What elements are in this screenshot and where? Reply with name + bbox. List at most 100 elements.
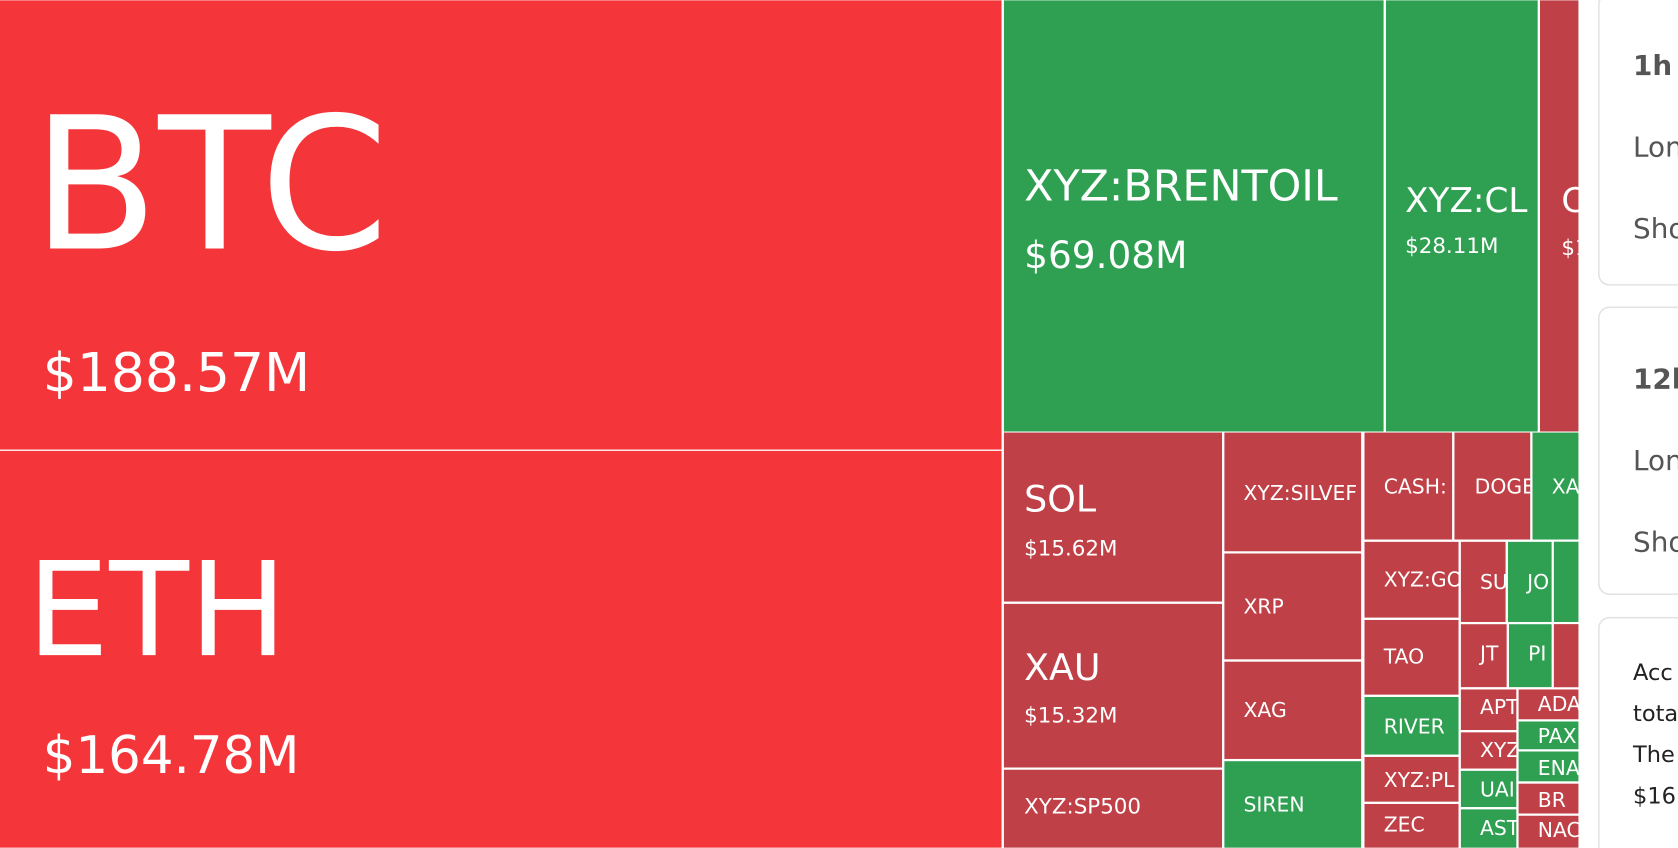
tile[interactable] [1553,624,1579,688]
tile-label: SU [1480,570,1508,594]
tile[interactable]: ETH $164.78M [0,450,1002,848]
tile[interactable]: XYZ:CL $28.11M [1385,0,1538,432]
treemap: BTC $188.57M ETH $164.78M XYZ:BRENTOIL $69.08… [0,0,1589,848]
tile[interactable]: XYZ:SP500 [1003,769,1223,848]
card-line: Lon [1633,130,1678,163]
tile[interactable]: RIVER [1364,696,1459,755]
tile[interactable]: XYZ:GO [1364,541,1463,618]
tile-label: UAI [1480,777,1515,801]
note-line: tota [1633,701,1678,727]
tile-bg [1518,815,1579,848]
tile-label: XYZ:GO [1384,568,1463,592]
tile[interactable]: JT [1460,624,1507,688]
tile[interactable]: XYZ:PL [1364,756,1459,802]
card-line: Sho [1633,212,1678,245]
tile[interactable]: APT [1460,689,1519,731]
tile[interactable]: JO [1507,541,1552,622]
tile[interactable]: ENA [1518,751,1580,782]
tile-bg [1460,541,1506,622]
tile[interactable]: TAO [1364,619,1459,695]
tile-value: $15.62M [1024,537,1117,562]
tile[interactable]: SU [1460,541,1508,622]
tile-label: ADA [1538,692,1581,716]
tile-label: JO [1525,570,1549,594]
note-line: Acc [1633,660,1673,686]
tile-bg [1532,432,1579,540]
side-panel: 1h Lon Sho 12h Lon Sho Acc tota The $16 [1578,0,1678,848]
tile[interactable]: BR [1518,783,1579,814]
tile-bg [1364,619,1459,695]
tile-bg [1507,541,1552,622]
tile[interactable]: C $1 [1539,0,1589,432]
tile-bg [1364,756,1459,802]
card-title: 1h [1633,49,1672,82]
tile[interactable]: SIREN [1224,761,1362,848]
note-line: $16 [1633,783,1676,809]
tile[interactable]: BTC $188.57M [0,0,1002,450]
tile-label: BTC [32,78,388,292]
tile-label: XYZ:PL [1384,768,1455,792]
tile-label: TAO [1383,645,1424,669]
note-line: The [1632,742,1675,768]
tile-bg [0,450,1002,848]
tile-label: BR [1538,788,1566,812]
tile-bg [1508,624,1552,688]
tile-bg [1460,770,1517,808]
tile-bg [1224,553,1362,660]
tile-label: C [1561,181,1585,221]
tile-label: XAG [1244,698,1287,722]
tile-label: CASH: [1384,475,1447,499]
tile[interactable]: NAC [1518,815,1581,848]
tile[interactable]: ADA [1518,689,1581,720]
tile-bg [1460,732,1517,769]
tile[interactable]: PI [1508,624,1552,688]
tile-bg [1003,432,1223,602]
tile[interactable] [1553,541,1579,622]
tile[interactable]: XYZ:SILVEF [1224,432,1362,552]
tile-bg [1364,696,1459,755]
tile-label: DOGE [1475,475,1535,499]
tile-label: RIVER [1384,714,1445,738]
tile-label: XAU [1024,646,1100,689]
tile[interactable]: XA [1532,432,1579,540]
tile-bg [1539,0,1579,432]
tile-label: AST [1480,816,1520,840]
tile[interactable]: SOL $15.62M [1003,432,1223,602]
tile-bg [1518,689,1579,720]
tile[interactable]: CASH: [1364,432,1453,540]
tile-value: $15.32M [1024,704,1117,729]
note-card [1598,616,1678,848]
tile-label: SIREN [1244,792,1305,816]
tile[interactable]: XAG [1224,661,1362,759]
tile[interactable]: XAU $15.32M [1003,603,1223,768]
tile-bg [0,0,1002,450]
tile-value: $28.11M [1405,234,1498,259]
tile[interactable]: XRP [1224,553,1362,660]
tile-label: ENA [1538,756,1580,780]
tile[interactable]: DOGE [1454,432,1535,540]
tile-label: XYZ:CL [1405,181,1527,221]
tile[interactable]: PAX [1518,721,1579,750]
tile-bg [1454,432,1531,540]
tile-bg [1364,432,1453,540]
tile-bg [1224,761,1362,848]
tile[interactable]: AST [1460,809,1520,848]
card-line: Sho [1633,525,1678,558]
tile[interactable]: UAI [1460,770,1517,808]
tile-label: ZEC [1384,813,1425,837]
tile-bg [1364,541,1459,618]
tile-value: $1 [1561,236,1588,261]
card [1598,0,1678,286]
tile-bg [1385,0,1538,432]
tile-label: XYZ:SP500 [1024,795,1141,820]
tile-bg [1518,783,1579,814]
tile-value: $164.78M [43,726,300,786]
tile-bg [1518,721,1579,750]
tile-label: PAX [1538,724,1577,748]
tile-bg [1003,0,1384,432]
tile[interactable]: ZEC [1364,803,1459,848]
tile[interactable]: XYZ [1460,732,1521,769]
tile[interactable]: XYZ:BRENTOIL $69.08M [1003,0,1384,432]
tile-label: PI [1528,642,1546,666]
